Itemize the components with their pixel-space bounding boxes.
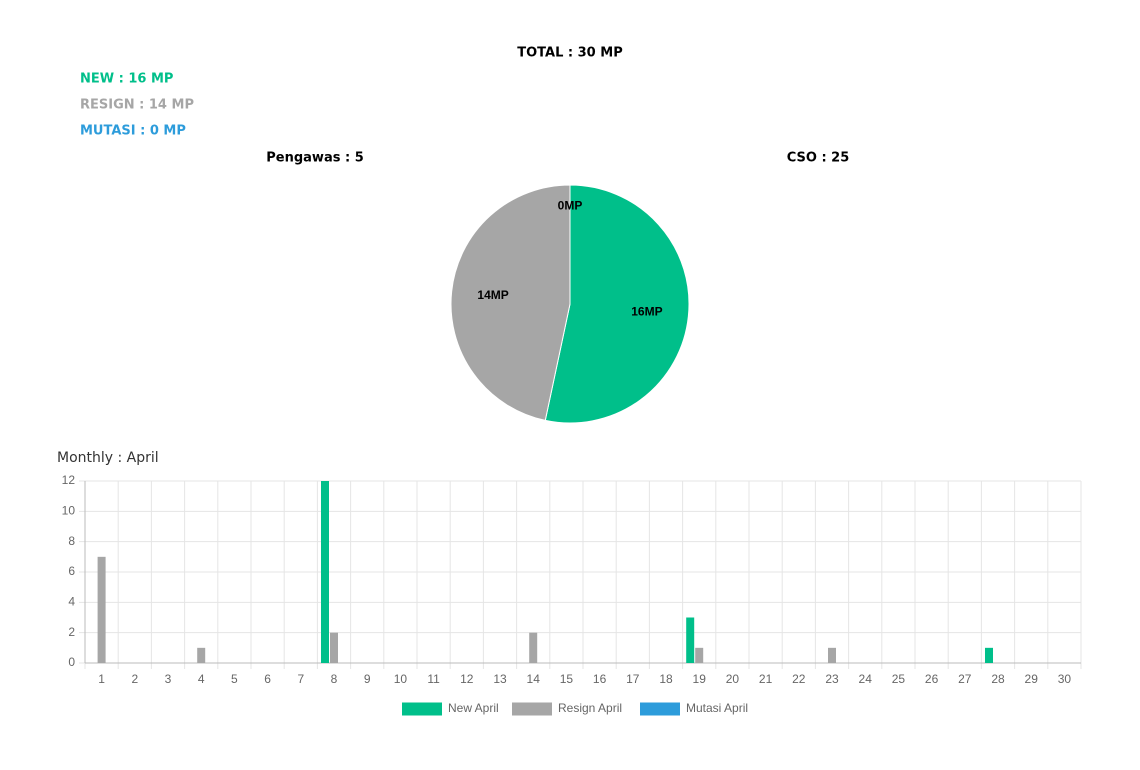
x-tick-label: 14: [527, 672, 541, 686]
pie-label: 14MP: [477, 288, 508, 302]
x-tick-label: 20: [726, 672, 740, 686]
bar: [695, 647, 704, 663]
x-tick-label: 21: [759, 672, 773, 686]
cso: CSO : 25: [787, 151, 850, 166]
x-tick-label: 13: [493, 672, 507, 686]
legend-swatch: [402, 702, 442, 716]
bar: [529, 632, 538, 663]
x-tick-label: 11: [427, 672, 440, 686]
x-tick-label: 22: [792, 672, 806, 686]
pie-slice: [450, 184, 571, 421]
x-tick-label: 24: [859, 672, 873, 686]
x-tick-label: 7: [297, 672, 304, 686]
x-tick-label: 10: [394, 672, 408, 686]
bar: [330, 632, 338, 663]
x-tick-label: 28: [991, 672, 1005, 686]
bar: [197, 647, 206, 663]
x-tick-label: 26: [925, 672, 939, 686]
x-tick-label: 3: [165, 672, 172, 686]
bar: [686, 617, 695, 663]
x-tick-label: 6: [264, 672, 271, 686]
x-tick-label: 30: [1058, 672, 1072, 686]
y-tick-label: 2: [68, 625, 75, 639]
x-tick-label: 1: [98, 672, 105, 686]
y-tick-label: 10: [62, 504, 76, 518]
x-tick-label: 4: [198, 672, 205, 686]
x-tick-label: 19: [693, 672, 707, 686]
pie-slice: [544, 184, 690, 424]
x-tick-label: 8: [331, 672, 338, 686]
legend-swatch: [640, 702, 680, 716]
y-tick-label: 8: [68, 534, 75, 548]
x-tick-label: 18: [659, 672, 673, 686]
legend-label: New April: [448, 701, 499, 715]
bar: [97, 556, 106, 663]
x-tick-label: 16: [593, 672, 607, 686]
x-tick-label: 9: [364, 672, 371, 686]
x-tick-label: 29: [1025, 672, 1039, 686]
bar-title: Monthly : April: [57, 450, 159, 466]
x-tick-label: 5: [231, 672, 238, 686]
x-tick-label: 27: [958, 672, 972, 686]
mutasi-count: MUTASI : 0 MP: [80, 124, 186, 139]
y-tick-label: 6: [68, 564, 75, 578]
pie-label: 0MP: [558, 199, 583, 213]
x-tick-label: 17: [626, 672, 640, 686]
bar: [828, 647, 836, 663]
pie-label: 16MP: [631, 304, 662, 318]
legend-label: Resign April: [558, 701, 622, 715]
bar: [985, 647, 993, 663]
legend-label: Mutasi April: [686, 701, 748, 715]
legend-swatch: [512, 702, 552, 716]
x-tick-label: 15: [560, 672, 574, 686]
x-tick-label: 2: [131, 672, 138, 686]
new-count: NEW : 16 MP: [80, 72, 173, 87]
resign-count: RESIGN : 14 MP: [80, 98, 194, 113]
x-tick-label: 23: [825, 672, 839, 686]
y-tick-label: 12: [62, 473, 76, 487]
y-tick-label: 4: [68, 595, 75, 609]
x-tick-label: 12: [460, 672, 474, 686]
total: TOTAL : 30 MP: [517, 46, 622, 61]
pengawas: Pengawas : 5: [266, 151, 364, 166]
x-tick-label: 25: [892, 672, 906, 686]
y-tick-label: 0: [68, 655, 75, 669]
bar: [321, 481, 329, 663]
